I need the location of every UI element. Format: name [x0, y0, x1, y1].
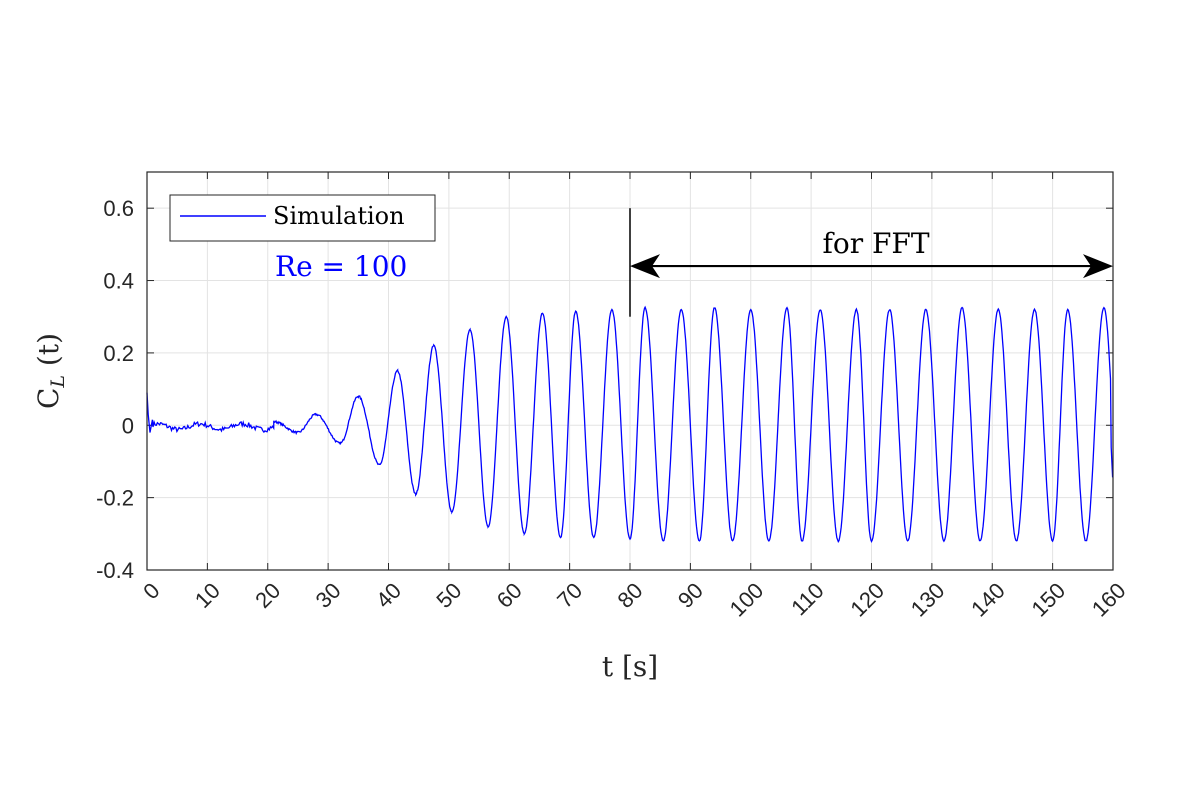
- y-tick-label: -0.2: [96, 486, 134, 511]
- x-axis-label: t [s]: [602, 650, 658, 683]
- x-tick-label: 0: [138, 578, 164, 604]
- y-axis-label: CL (t): [32, 333, 69, 409]
- fft-annotation: for FFT: [822, 227, 929, 260]
- y-tick-label: 0.4: [103, 269, 134, 294]
- reynolds-annotation: Re = 100: [275, 250, 407, 283]
- legend-entry: Simulation: [273, 202, 405, 230]
- x-tick-label: 70: [552, 578, 587, 613]
- y-tick-label: 0.6: [103, 196, 134, 221]
- series-line-simulation: [146, 305, 1114, 544]
- fft-arrow-head-left-icon: [630, 254, 660, 279]
- x-tick-label: 10: [190, 578, 225, 613]
- x-tick-label: 90: [673, 578, 708, 613]
- y-tick-label: -0.4: [96, 558, 134, 583]
- y-tick-labels: -0.4 -0.2 0 0.2 0.4 0.6: [96, 196, 134, 583]
- x-tick-label: 150: [1027, 578, 1071, 622]
- x-tick-label: 160: [1087, 578, 1131, 622]
- x-tick-label: 50: [431, 578, 466, 613]
- x-tick-label: 130: [906, 578, 950, 622]
- y-tick-label: 0.2: [103, 341, 134, 366]
- x-tick-label: 60: [492, 578, 527, 613]
- y-axis-label-main: C: [32, 388, 65, 409]
- y-axis-label-tail: (t): [32, 333, 65, 375]
- x-tick-labels: 0 10 20 30 40 50 60 70 80 90 100 110 120 130 140 150 160: [138, 578, 1130, 622]
- plot-frame: [146, 171, 1114, 571]
- fft-arrow-head-right-icon: [1083, 254, 1113, 279]
- x-tick-label: 100: [725, 578, 769, 622]
- x-tick-label: 40: [371, 578, 406, 613]
- legend-box: [169, 194, 436, 242]
- legend: Simulation: [169, 194, 436, 242]
- x-tick-label: 80: [613, 578, 648, 613]
- x-tick-label: 110: [786, 578, 828, 620]
- y-tick-label: 0: [122, 413, 134, 438]
- x-tick-label: 120: [845, 578, 889, 622]
- x-tick-label: 20: [250, 578, 285, 613]
- x-tick-label: 140: [966, 578, 1010, 622]
- x-tick-label: 30: [311, 578, 346, 613]
- y-axis-label-subscript: L: [47, 375, 69, 389]
